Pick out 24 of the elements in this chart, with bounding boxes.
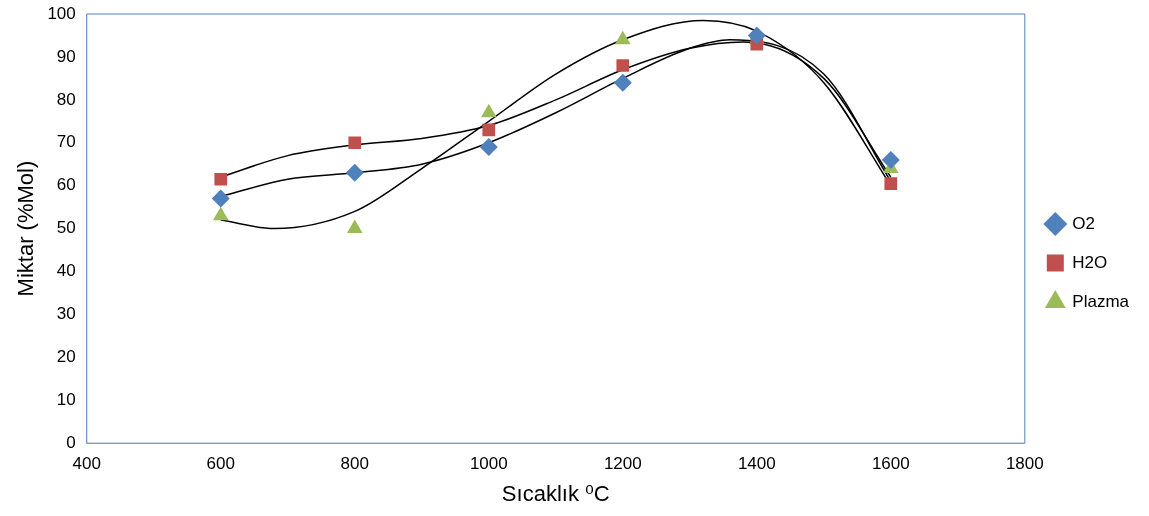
- y-tick-label: 30: [56, 304, 76, 324]
- x-tick-label: 1400: [737, 454, 776, 474]
- legend-label: O2: [1072, 213, 1095, 233]
- legend-label: H2O: [1072, 252, 1108, 272]
- y-tick-label: 50: [56, 218, 76, 238]
- x-tick-label: 800: [340, 454, 369, 474]
- x-tick-label: 1800: [1005, 454, 1044, 474]
- y-tick-label: 90: [56, 46, 76, 66]
- x-tick-label: 1600: [871, 454, 910, 474]
- x-tick-label: 600: [206, 454, 235, 474]
- y-tick-label: 20: [56, 347, 76, 367]
- y-tick-label: 40: [56, 261, 76, 281]
- x-tick-label: 400: [72, 454, 101, 474]
- y-tick-label: 80: [56, 89, 76, 109]
- y-tick-label: 10: [56, 389, 76, 409]
- y-axis-title: Miktar (%Mol): [13, 160, 39, 297]
- y-tick-label: 100: [47, 3, 76, 23]
- legend-label: Plazma: [1072, 291, 1130, 311]
- x-tick-label: 1200: [603, 454, 642, 474]
- x-axis-title: Sıcaklık ⁰C: [501, 480, 610, 506]
- y-tick-label: 60: [56, 175, 76, 195]
- x-tick-label: 1000: [469, 454, 508, 474]
- y-tick-label: 0: [66, 432, 76, 452]
- y-tick-label: 70: [56, 132, 76, 152]
